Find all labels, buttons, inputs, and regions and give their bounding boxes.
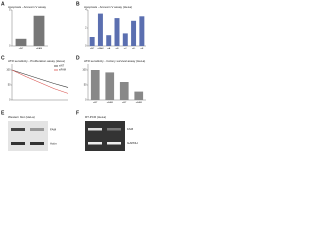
band-label: FAM [127, 127, 134, 131]
panel-label: C [1, 55, 5, 61]
band [30, 142, 44, 145]
band [107, 142, 121, 145]
blot-membrane [8, 121, 48, 151]
y-tick-label: 4 [85, 9, 87, 12]
x-tick-label: siNT [90, 48, 95, 50]
band-label: GAPDH [127, 141, 138, 145]
bar [106, 35, 112, 46]
x-tick-label: siNT [19, 48, 24, 50]
line [11, 69, 69, 94]
x-tick-label: siFAM [136, 101, 142, 104]
figure: A B C D E F Western blot (HeLa) FAM Acti… [1, 1, 146, 151]
x-tick-label: siFAM [36, 47, 42, 50]
bar [119, 82, 129, 100]
line [11, 69, 69, 88]
band [30, 128, 44, 131]
band [107, 128, 121, 131]
y-tick-label: 0 [85, 99, 87, 102]
chart-title: Apoptosis - Annexin V assay [8, 5, 47, 9]
x-tick-label: siNT [122, 102, 127, 104]
band-label: Actin [50, 141, 57, 145]
chart-title: Apoptosis - Annexin V assay (HeLa) [84, 5, 132, 9]
x-tick-label: siD [132, 48, 136, 50]
x-tick-label: siNT [93, 102, 98, 104]
page: A B C D E F Western blot (HeLa) FAM Acti… [1, 1, 146, 151]
x-tick-label: siB [115, 48, 119, 50]
bar [122, 33, 128, 46]
x-tick-label: siE [140, 48, 144, 50]
blot-title: RT-PCR (HeLa) [85, 115, 106, 119]
bar [33, 15, 45, 46]
band [11, 142, 25, 145]
y-tick-label: 0 [85, 45, 87, 48]
y-tick-label: 100 [6, 69, 11, 72]
gel [85, 121, 125, 151]
panel-label: D [76, 55, 80, 61]
legend-label: siNT [59, 65, 65, 68]
panel-label: A [1, 1, 5, 7]
panel-label: E [1, 110, 5, 116]
x-tick-label: siFAM [107, 101, 113, 104]
chart-title: ATR sensitivity - Colony survival assay … [84, 59, 145, 63]
x-tick-label: siFAM [97, 47, 103, 50]
x-tick-label: siA [107, 47, 111, 50]
y-tick-label: 2 [85, 27, 87, 30]
band [88, 142, 102, 145]
y-tick-label: 100 [82, 69, 87, 72]
y-tick-label: 5 [9, 9, 11, 12]
panel-label: F [76, 110, 79, 116]
bar [134, 91, 144, 100]
bar [89, 37, 95, 46]
bar [97, 13, 103, 47]
band [11, 128, 25, 131]
bar [105, 72, 115, 100]
bar [131, 20, 137, 46]
y-tick-label: 50 [84, 84, 87, 87]
x-tick-label: siC [124, 48, 128, 50]
y-tick-label: 0 [9, 45, 11, 48]
band [88, 128, 102, 131]
western-blot: Western blot (HeLa) FAM Actin [8, 115, 57, 151]
blot-title: Western blot (HeLa) [8, 115, 35, 119]
rt-pcr-gel: RT-PCR (HeLa) FAM GAPDH [85, 115, 138, 151]
chart-title: ATR sensitivity - Proliferation assay (H… [8, 59, 65, 63]
legend-label: siFAM [59, 69, 66, 72]
band-label: FAM [50, 127, 57, 131]
bar [139, 16, 145, 46]
y-tick-label: 50 [8, 84, 11, 87]
panel-label: B [76, 1, 80, 7]
bar [90, 70, 100, 100]
bar [15, 38, 27, 46]
y-tick-label: 0 [9, 99, 11, 102]
bar [114, 18, 120, 46]
